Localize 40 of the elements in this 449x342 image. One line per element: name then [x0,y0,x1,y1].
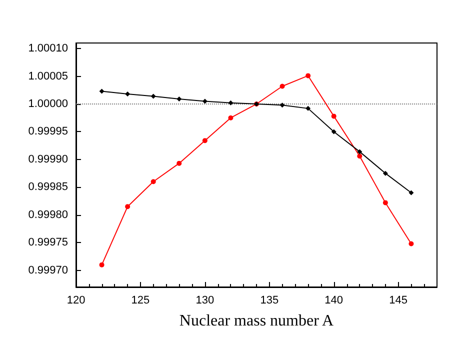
x-tick-label: 140 [324,294,344,306]
point [331,129,336,134]
point [99,88,104,94]
x-tick-label: 135 [260,294,279,306]
point [150,94,156,99]
y-tick-label: 0.99975 [28,236,68,249]
point [125,92,130,97]
point [99,262,104,268]
point [357,149,362,154]
y-tick-label: 0.99980 [28,208,68,221]
y-tick-label: 1.00005 [28,70,68,82]
point [125,204,130,210]
point [228,100,234,106]
y-tick-label: 0.99970 [28,264,68,276]
point [306,106,311,111]
x-axis-title: Nuclear mass number A [179,312,334,330]
point [306,73,311,78]
point [176,96,182,102]
y-tick-label: 0.99985 [28,181,68,194]
x-tick-label: 125 [131,294,150,306]
point [202,138,208,144]
point [357,154,362,159]
point [202,98,208,104]
y-tick-label: 0.99995 [28,126,68,138]
point [280,84,285,89]
point [408,241,414,246]
point [408,190,414,196]
x-tick-label: 120 [66,294,86,306]
x-tick-label: 145 [389,294,408,306]
point [228,115,234,120]
point [176,160,182,166]
point [382,200,388,206]
point [382,170,388,176]
point [331,114,336,119]
point [150,179,156,184]
y-tick-label: 1.00010 [28,42,68,55]
x-tick-label: 130 [196,294,214,306]
point [280,102,285,108]
y-tick-label: 1.00000 [28,98,68,110]
y-tick-label: 0.99990 [28,153,68,166]
